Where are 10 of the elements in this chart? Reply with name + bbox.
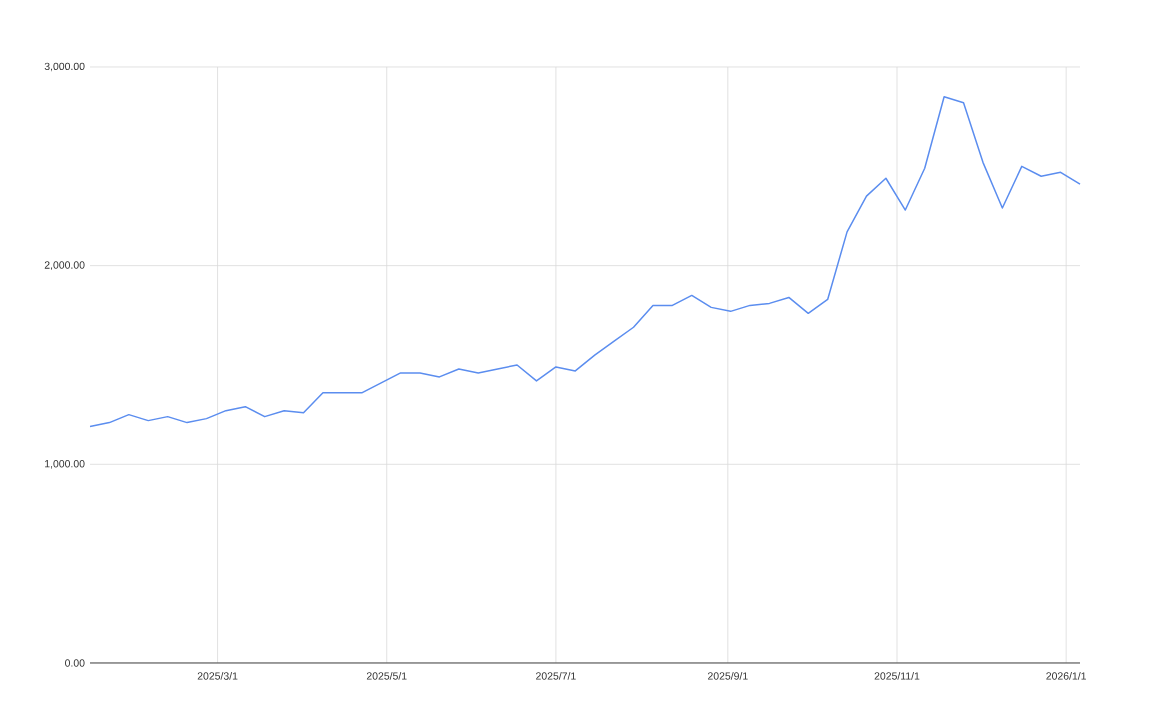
x-tick-label: 2025/9/1 [708,672,748,680]
y-tick-label: 3,000.00 [44,62,85,72]
x-tick-label: 2025/5/1 [366,672,407,680]
x-tick-label: 2025/11/1 [874,672,920,680]
x-tick-label: 2025/3/1 [197,672,238,680]
y-tick-label: 2,000.00 [44,261,85,270]
y-tick-label: 1,000.00 [45,460,85,469]
x-tick-label: 2025/7/1 [536,672,576,680]
y-tick-label: 0.00 [65,659,85,667]
x-tick-label: 2026/1/1 [1046,672,1086,680]
